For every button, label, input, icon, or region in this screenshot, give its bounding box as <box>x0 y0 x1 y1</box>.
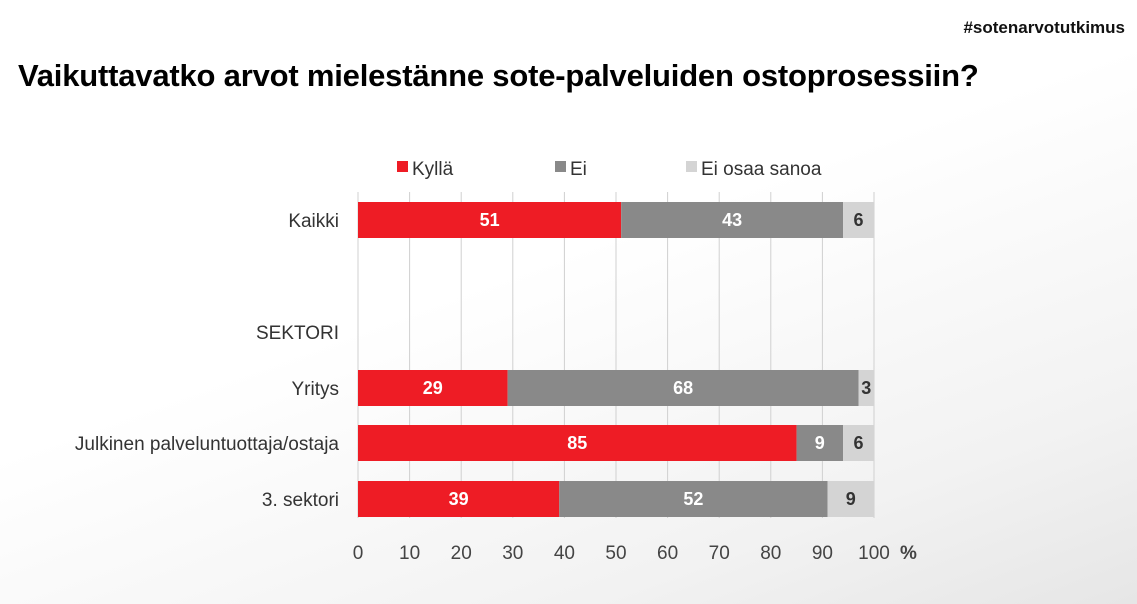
data-label: 39 <box>449 489 469 509</box>
data-label: 6 <box>854 433 864 453</box>
x-tick-label: 0 <box>353 543 364 564</box>
x-tick-label: 10 <box>399 543 420 564</box>
legend: Kyllä Ei Ei osaa sanoa <box>397 159 822 180</box>
bars: 51 43 6 29 68 3 85 9 6 39 52 9 <box>358 202 874 517</box>
bar-segment <box>843 202 874 238</box>
gridlines <box>357 192 875 518</box>
x-axis-unit: % <box>900 543 917 564</box>
bar-segment <box>358 370 508 406</box>
data-label: 52 <box>683 489 703 509</box>
x-tick-label: 70 <box>709 543 730 564</box>
data-label: 9 <box>846 489 856 509</box>
hashtag: #sotenarvotutkimus <box>963 18 1125 37</box>
category-label: Yritys <box>292 379 340 400</box>
x-tick-label: 30 <box>502 543 523 564</box>
category-label: 3. sektori <box>262 490 339 511</box>
x-tick-label: 40 <box>554 543 575 564</box>
x-tick-label: 100 <box>858 543 890 564</box>
legend-label: Ei <box>570 159 587 180</box>
bar-segment <box>358 202 622 238</box>
category-label: Kaikki <box>288 211 339 232</box>
bar-segment <box>827 481 874 517</box>
category-labels: Kaikki SEKTORI Yritys Julkinen palveluntuot… <box>75 211 340 511</box>
data-label: 29 <box>423 378 443 398</box>
page-title: Vaikuttavatko arvot mielestänne sote-pal… <box>18 58 979 93</box>
legend-swatch <box>686 161 697 172</box>
data-label: 43 <box>722 210 742 230</box>
legend-swatch <box>555 161 566 172</box>
bar-segment <box>507 370 859 406</box>
x-tick-label: 80 <box>760 543 781 564</box>
x-axis-ticks: 0 10 20 30 40 50 60 70 80 90 100% <box>353 543 917 564</box>
category-label: Julkinen palveluntuottaja/ostaja <box>75 434 340 455</box>
data-label: 3 <box>861 378 871 398</box>
bar-segment <box>559 481 828 517</box>
bar-segment <box>796 425 844 461</box>
data-label: 6 <box>854 210 864 230</box>
bar-segment <box>358 425 797 461</box>
data-label: 51 <box>480 210 500 230</box>
x-tick-label: 60 <box>657 543 678 564</box>
legend-swatch <box>397 161 408 172</box>
bar-segment <box>358 481 560 517</box>
data-label: 68 <box>673 378 693 398</box>
bar-segment <box>843 425 874 461</box>
legend-label: Kyllä <box>412 159 454 180</box>
bar-segment <box>621 202 844 238</box>
data-label: 9 <box>815 433 825 453</box>
category-label: SEKTORI <box>256 323 339 344</box>
bar-segment <box>858 370 874 406</box>
x-tick-label: 90 <box>812 543 833 564</box>
x-tick-label: 50 <box>605 543 626 564</box>
x-tick-label: 20 <box>451 543 472 564</box>
data-label: 85 <box>567 433 587 453</box>
legend-label: Ei osaa sanoa <box>701 159 822 180</box>
